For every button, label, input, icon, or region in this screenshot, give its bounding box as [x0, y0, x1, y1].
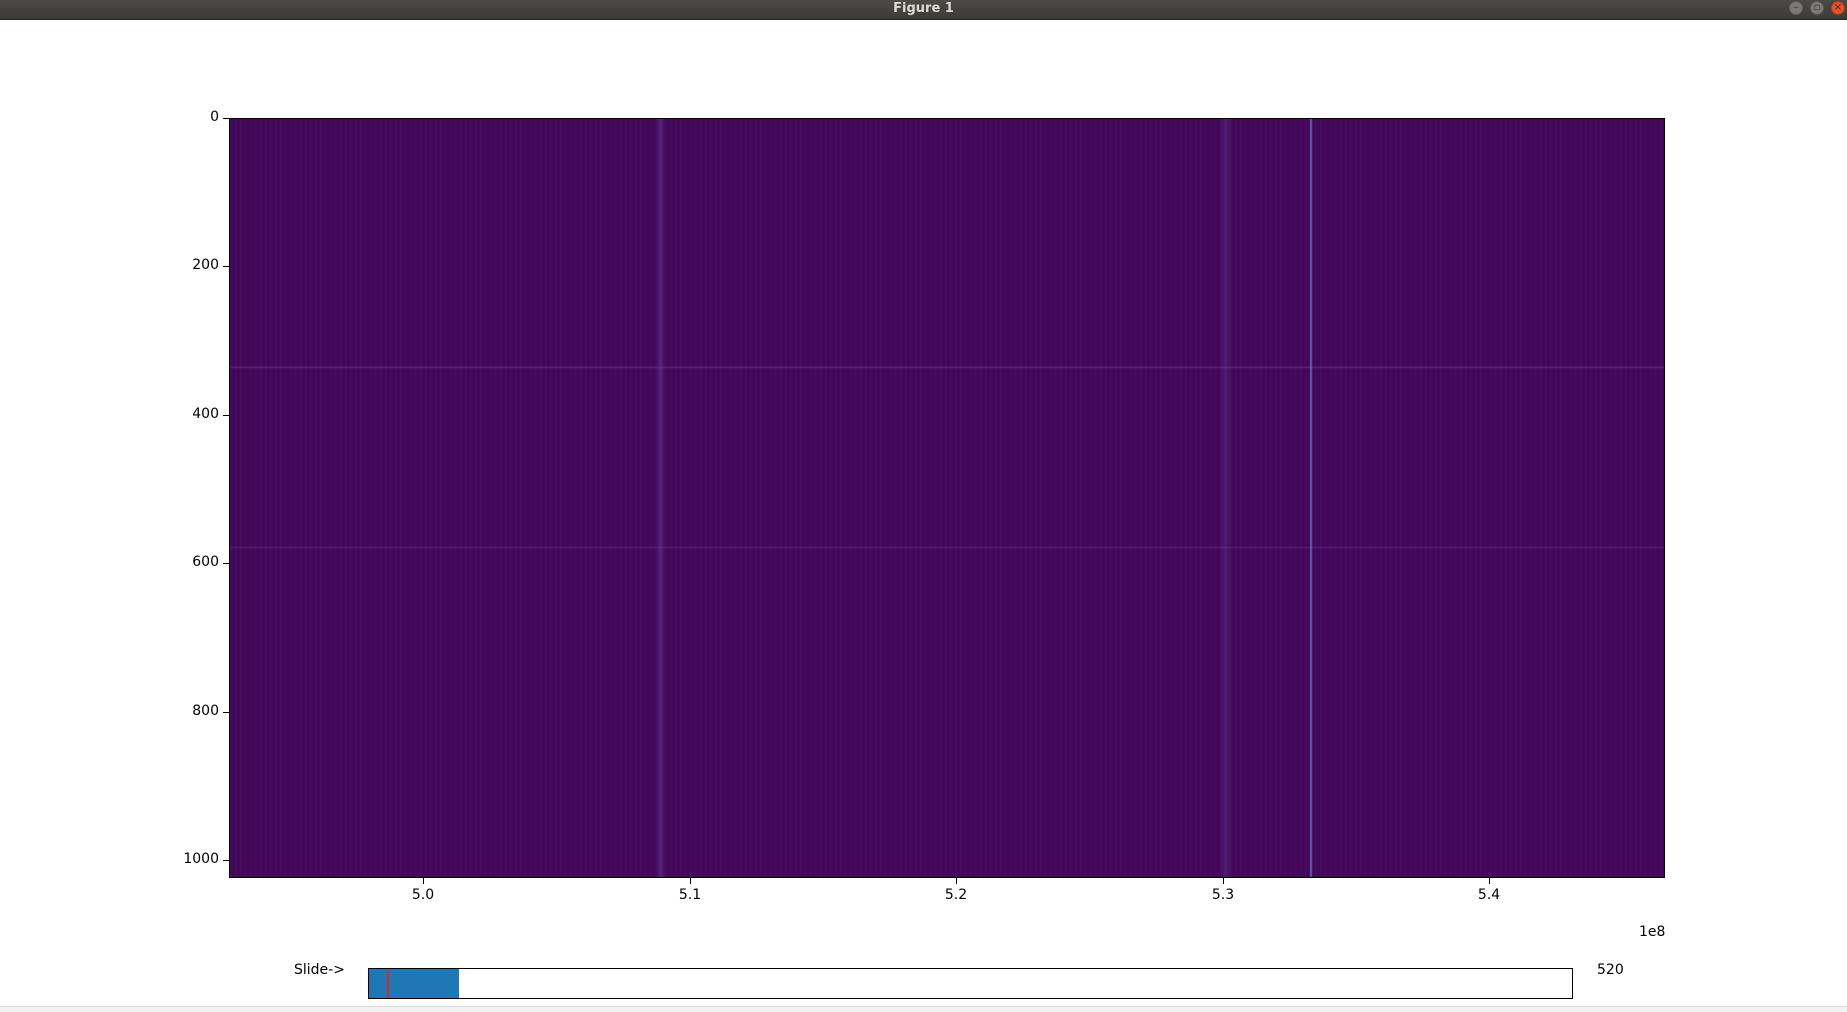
slider-value: 520 — [1597, 962, 1624, 978]
slider-initial-value-marker — [387, 969, 390, 998]
y-tick — [223, 563, 229, 564]
minimize-icon[interactable]: – — [1789, 1, 1803, 15]
x-offset-label: 1e8 — [1639, 924, 1666, 940]
x-tick — [956, 878, 957, 884]
y-tick-label: 800 — [192, 703, 219, 719]
slider-fill[interactable] — [369, 969, 460, 998]
window-titlebar: Figure 1 – ▫ × — [0, 0, 1847, 20]
x-tick-label: 5.0 — [411, 887, 435, 903]
y-tick — [223, 860, 229, 861]
y-tick-label: 400 — [192, 406, 219, 422]
y-tick — [223, 118, 229, 119]
x-tick — [690, 878, 691, 884]
y-tick — [223, 415, 229, 416]
x-tick-label: 5.2 — [944, 887, 968, 903]
x-tick — [1223, 878, 1224, 884]
window-title: Figure 1 — [893, 1, 954, 16]
y-tick-label: 0 — [210, 109, 219, 125]
maximize-icon[interactable]: ▫ — [1810, 1, 1824, 15]
close-icon[interactable]: × — [1831, 1, 1845, 15]
y-tick-label: 600 — [192, 554, 219, 570]
x-tick — [1489, 878, 1490, 884]
y-tick-label: 200 — [192, 257, 219, 273]
x-tick — [423, 878, 424, 884]
x-tick-label: 5.3 — [1211, 887, 1235, 903]
y-tick-label: 1000 — [183, 851, 219, 867]
x-tick-label: 5.4 — [1477, 887, 1501, 903]
y-tick — [223, 266, 229, 267]
slider-label: Slide-> — [294, 962, 345, 978]
toolbar-area — [0, 1006, 1847, 1012]
slider-track[interactable] — [368, 968, 1573, 999]
y-tick — [223, 712, 229, 713]
x-tick-label: 5.1 — [678, 887, 702, 903]
spectrogram-heatmap — [229, 118, 1665, 878]
